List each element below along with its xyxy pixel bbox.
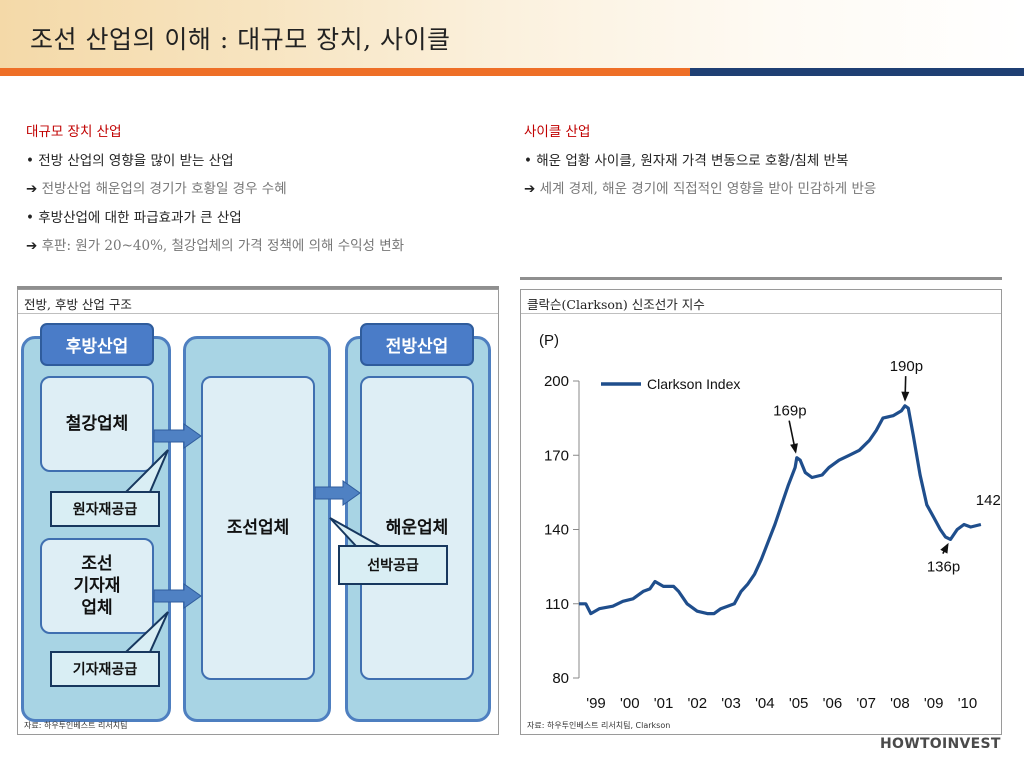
- diagram-panel: 전방, 후방 산업 구조 후방산업 전방산업 철강업체 조선 기자재 업체 조선…: [17, 289, 499, 735]
- right-arrow-text-1: 세계 경제, 해운 경기에 직접적인 영향을 받아 민감하게 반응: [539, 181, 877, 197]
- header-divider-orange: [0, 68, 690, 76]
- diagram-panel-topline: [17, 286, 499, 289]
- clarkson-index-chart: (P) 80 110 140 170 200 '99 '00 '01 '02 '03 '04 '05 '0…: [539, 332, 1001, 712]
- equipment-line-2: 기자재: [73, 576, 121, 596]
- right-section-heading: 사이클 산업: [524, 124, 591, 140]
- shipbuilding-to-shipping-arrow: [314, 480, 361, 506]
- howtoinvest-logo: HOWTOINVEST: [880, 736, 1001, 752]
- equipment-line-1: 조선: [81, 554, 113, 574]
- y-tick-label: 80: [552, 670, 569, 687]
- diagram-panel-title: 전방, 후방 산업 구조: [18, 290, 498, 314]
- x-tick-label: '08: [890, 695, 910, 712]
- page-title: 조선 산업의 이해 : 대규모 장치, 사이클: [30, 25, 451, 54]
- left-bullet-2: • 후방산업에 대한 파급효과가 큰 산업: [26, 209, 242, 226]
- x-tick-label: '02: [688, 695, 708, 712]
- y-tick-label: 200: [544, 373, 569, 390]
- equipment-supply-callout: 기자재공급: [50, 651, 160, 687]
- y-tick-label: 170: [544, 447, 569, 464]
- annotation-arrow-head: [901, 391, 910, 402]
- annotation-arrow-head: [790, 443, 798, 454]
- x-tick-label: '09: [924, 695, 944, 712]
- left-arrow-line-1: ➔ 전방산업 해운업의 경기가 호황일 경우 수혜: [26, 175, 506, 204]
- ship-supply-callout-tail: [329, 517, 384, 547]
- x-tick-label: '10: [958, 695, 978, 712]
- left-arrow-line-2: ➔ 후판: 원가 20~40%, 철강업체의 가격 정책에 의해 수익성 변화: [26, 232, 506, 261]
- ship-supply-callout: 선박공급: [338, 545, 448, 585]
- right-arrow-icon: ➔: [524, 181, 536, 197]
- forward-industry-tab: 전방산업: [360, 323, 474, 366]
- x-tick-label: '01: [654, 695, 674, 712]
- left-arrow-text-2: 후판: 원가 20~40%, 철강업체의 가격 정책에 의해 수익성 변화: [41, 238, 405, 254]
- x-tick-label: '00: [620, 695, 640, 712]
- left-arrow-text-1: 전방산업 해운업의 경기가 호황일 경우 수혜: [41, 181, 287, 197]
- legend-label: Clarkson Index: [647, 376, 740, 392]
- annotation-label: 190p: [890, 358, 923, 375]
- x-tick-label: '07: [856, 695, 876, 712]
- right-arrow-line-1: ➔ 세계 경제, 해운 경기에 직접적인 영향을 받아 민감하게 반응: [524, 175, 1014, 204]
- raw-material-supply-callout: 원자재공급: [50, 491, 160, 527]
- chart-panel: 클락슨(Clarkson) 신조선가 지수 (P) 80 110 140 170 200 '…: [520, 289, 1002, 735]
- diagram-source-note: 자료: 하우투인베스트 리서치팀: [24, 721, 128, 730]
- chart-panel-topline: [520, 277, 1002, 280]
- chart-source-note: 자료: 하우투인베스트 리서치팀, Clarkson: [527, 721, 671, 730]
- header-band: 조선 산업의 이해 : 대규모 장치, 사이클: [0, 0, 1024, 70]
- steel-to-shipbuilding-arrow: [153, 423, 202, 449]
- annotation-label: 142p: [976, 492, 1001, 509]
- backward-industry-tab: 후방산업: [40, 323, 154, 366]
- x-tick-label: '99: [586, 695, 606, 712]
- left-section-heading: 대규모 장치 산업: [26, 124, 122, 140]
- clarkson-index-line: [579, 404, 982, 616]
- left-text-section: 대규모 장치 산업 • 전방 산업의 영향을 많이 받는 산업 ➔ 전방산업 해…: [26, 118, 506, 261]
- y-tick-label: 140: [544, 522, 569, 539]
- header-divider-navy: [690, 68, 1024, 76]
- chart-panel-title: 클락슨(Clarkson) 신조선가 지수: [521, 290, 1001, 314]
- y-axis-label: (P): [539, 332, 559, 349]
- left-bullet-1: • 전방 산업의 영향을 많이 받는 산업: [26, 152, 234, 169]
- right-text-section: 사이클 산업 • 해운 업황 사이클, 원자재 가격 변동으로 호황/침체 반복…: [524, 118, 1014, 204]
- x-tick-label: '03: [721, 695, 741, 712]
- equipment-callout-tail: [123, 611, 169, 653]
- equipment-to-shipbuilding-arrow: [153, 583, 202, 609]
- diagram-arrows: [123, 423, 384, 653]
- annotation-label: 169p: [773, 403, 806, 420]
- equipment-line-3: 업체: [81, 598, 113, 618]
- x-tick-label: '04: [755, 695, 775, 712]
- x-tick-label: '05: [789, 695, 809, 712]
- annotation-arrow-head: [940, 542, 949, 554]
- x-tick-label: '06: [823, 695, 843, 712]
- right-bullet-1: • 해운 업황 사이클, 원자재 가격 변동으로 호황/침체 반복: [524, 152, 849, 169]
- equipment-company-box: 조선 기자재 업체: [40, 538, 154, 634]
- shipbuilding-company-box: 조선업체: [201, 376, 315, 680]
- right-arrow-icon: ➔: [26, 181, 38, 197]
- shipping-company-box: 해운업체: [360, 376, 474, 680]
- y-tick-label: 110: [545, 596, 569, 613]
- steel-company-box: 철강업체: [40, 376, 154, 472]
- right-arrow-icon: ➔: [26, 238, 38, 254]
- annotation-label: 136p: [927, 559, 960, 576]
- raw-material-callout-tail: [123, 449, 169, 493]
